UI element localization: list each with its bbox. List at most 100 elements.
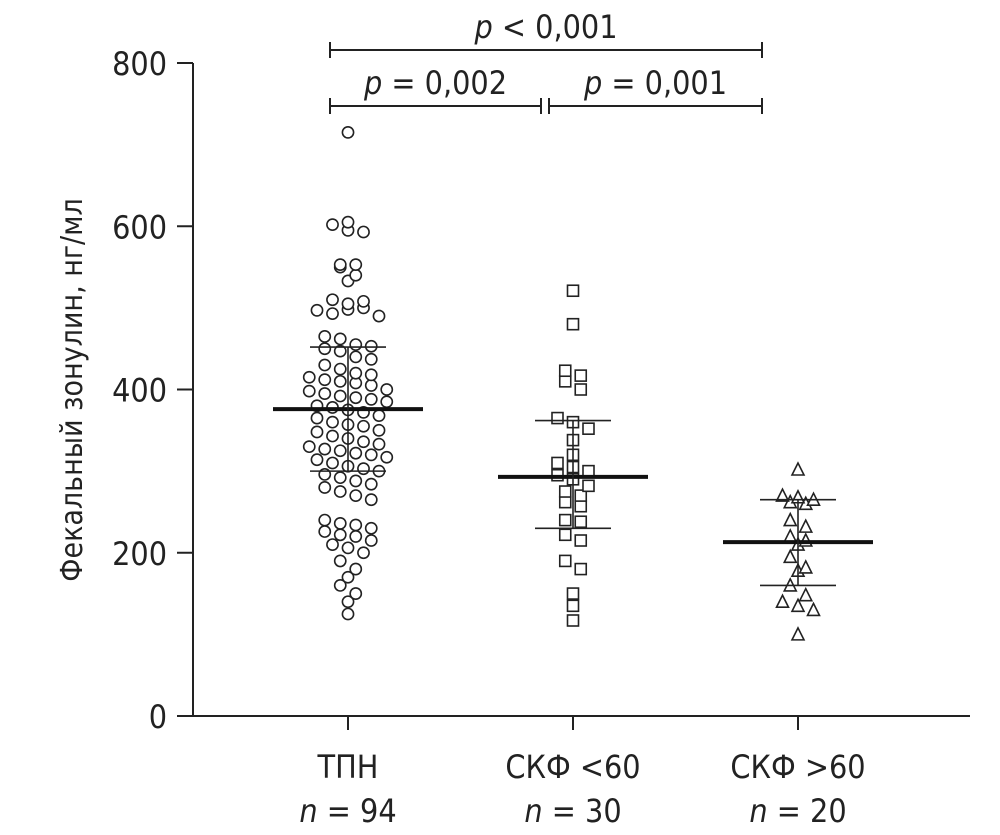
data-point-0-24: [349, 350, 363, 364]
category-label-1: СКФ <60: [505, 748, 640, 786]
data-point-0-53: [326, 429, 339, 443]
data-point-0-8: [349, 268, 363, 282]
data-point-1-1: [566, 317, 580, 331]
data-point-0-56: [372, 437, 386, 451]
data-point-2-16: [775, 593, 790, 609]
p-value-label-2: p = 0,001: [583, 64, 727, 102]
data-point-0-71: [364, 477, 378, 491]
data-point-0-92: [341, 595, 355, 609]
data-point-0-4: [341, 215, 355, 229]
data-point-0-28: [349, 366, 363, 380]
data-point-1-19: [558, 495, 572, 509]
data-point-0-61: [364, 448, 378, 462]
data-point-0-93: [341, 607, 355, 621]
data-point-1-27: [566, 587, 580, 600]
data-point-1-20: [574, 499, 588, 513]
axes: 0 200 400 600 800: [112, 45, 970, 736]
data-point-0-37: [318, 387, 332, 400]
data-point-0-21: [364, 339, 378, 353]
data-point-0-77: [333, 516, 347, 530]
data-point-1-3: [574, 369, 588, 382]
data-point-0-26: [318, 358, 332, 372]
data-point-2-1: [775, 487, 790, 502]
data-point-0-32: [333, 374, 347, 388]
bracket-0: [329, 42, 763, 58]
data-point-0-76: [318, 513, 332, 527]
data-point-2-18: [806, 601, 821, 617]
data-point-1-18: [574, 489, 588, 502]
data-point-0-89: [341, 570, 355, 584]
data-point-0-84: [326, 538, 339, 551]
data-point-1-25: [558, 554, 572, 568]
y-ticks: 0 200 400 600 800: [112, 45, 193, 736]
data-point-1-17: [558, 485, 572, 498]
data-point-2-6: [782, 511, 798, 527]
data-point-0-58: [318, 442, 332, 456]
data-point-0-64: [326, 456, 339, 470]
category-labels: ТПН n = 94 СКФ <60 n = 30 СКФ >60 n = 20: [299, 748, 865, 830]
data-point-0-87: [333, 554, 347, 568]
data-point-0-80: [318, 525, 332, 538]
data-point-0-69: [333, 471, 347, 485]
data-point-0-19: [333, 332, 347, 346]
data-point-0-46: [372, 409, 386, 423]
data-point-0-81: [333, 528, 347, 542]
data-point-0-13: [326, 307, 339, 320]
data-point-0-73: [333, 485, 347, 498]
data-point-0-60: [349, 446, 363, 460]
data-point-0-16: [372, 309, 386, 323]
data-point-0-27: [333, 362, 347, 376]
data-point-0-18: [318, 330, 332, 343]
data-point-0-47: [310, 411, 324, 425]
data-point-2-7: [798, 518, 814, 533]
data-point-0-10: [326, 293, 339, 307]
data-point-1-22: [574, 515, 588, 529]
y-tick-label-200: 200: [112, 535, 167, 573]
data-point-0-55: [357, 435, 370, 449]
data-point-0-63: [310, 453, 324, 467]
y-axis-label: Фекальный зонулин, нг/мл: [55, 198, 90, 582]
data-point-2-8: [782, 528, 798, 543]
n-label-0: n = 94: [299, 792, 396, 830]
data-point-0-25: [364, 352, 378, 366]
data-point-0-35: [380, 383, 394, 396]
data-point-0-31: [318, 373, 332, 387]
data-point-0-57: [302, 440, 316, 454]
bracket-2: [548, 98, 763, 114]
data-point-0-22: [318, 342, 332, 356]
data-point-0-48: [326, 415, 339, 429]
category-label-2: СКФ >60: [730, 748, 865, 786]
data-point-0-23: [333, 344, 347, 358]
x-ticks: [347, 716, 799, 730]
data-point-1-0: [566, 284, 580, 298]
data-point-1-8: [582, 422, 595, 435]
y-tick-label-0: 0: [149, 698, 167, 736]
data-point-0-91: [349, 587, 363, 600]
data-point-1-5: [574, 383, 588, 396]
data-point-0-29: [364, 368, 378, 382]
p-value-label-1: p = 0,002: [363, 64, 507, 102]
data-point-0-30: [302, 370, 316, 384]
data-point-0-51: [372, 423, 386, 437]
data-point-0-20: [349, 338, 363, 352]
data-point-0-52: [310, 425, 324, 439]
data-point-1-6: [551, 411, 564, 425]
data-point-0-0: [341, 125, 355, 139]
data-point-1-11: [551, 456, 564, 470]
data-point-1-4: [558, 375, 572, 388]
data-point-0-1: [326, 218, 339, 232]
data-point-0-70: [349, 474, 363, 488]
y-tick-label-600: 600: [112, 208, 167, 246]
data-point-0-74: [349, 489, 363, 503]
data-point-0-75: [364, 493, 378, 507]
data-point-0-40: [364, 392, 378, 406]
p-value-label-0: p < 0,001: [473, 8, 617, 46]
data-point-1-2: [558, 364, 572, 378]
n-label-1: n = 30: [524, 792, 621, 830]
data-point-0-12: [310, 303, 324, 317]
data-point-1-24: [574, 534, 588, 547]
data-point-0-7: [349, 258, 363, 272]
data-point-0-88: [349, 562, 363, 576]
data-points: [302, 125, 821, 641]
